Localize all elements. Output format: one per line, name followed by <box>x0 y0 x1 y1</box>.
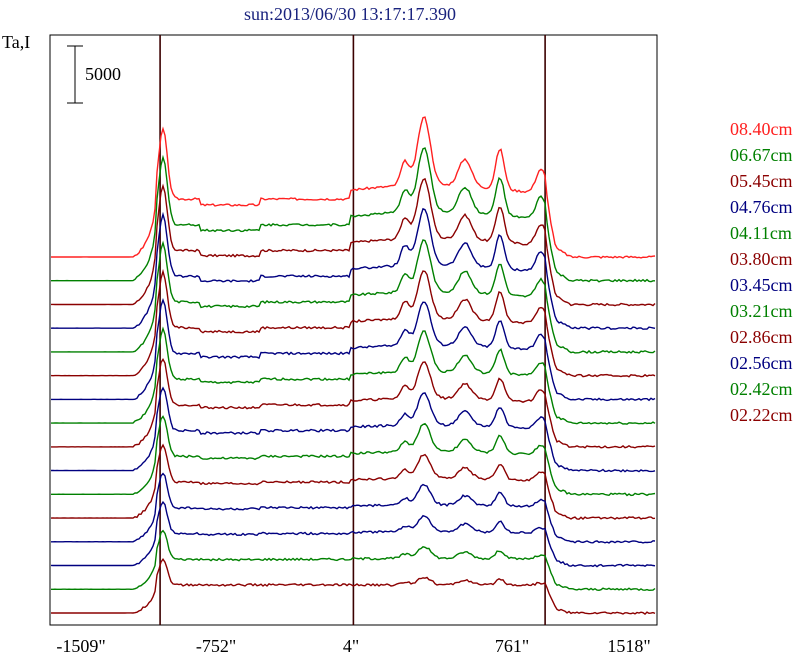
legend-entry-05.45cm: 05.45cm <box>730 171 793 191</box>
series-line-04.11cm <box>51 239 656 354</box>
series-line-08.40cm <box>51 116 656 259</box>
x-tick-label-0: -1509" <box>56 636 105 656</box>
legend-entry-03.80cm: 03.80cm <box>730 249 793 269</box>
legend-entry-02.42cm: 02.42cm <box>730 379 793 399</box>
legend-entry-06.67cm: 06.67cm <box>730 145 793 165</box>
legend-entry-04.76cm: 04.76cm <box>730 197 793 217</box>
series-line-03.45cm <box>51 298 656 402</box>
legend-entry-04.11cm: 04.11cm <box>730 223 792 243</box>
legend-entry-03.45cm: 03.45cm <box>730 275 793 295</box>
vertical-markers <box>159 35 546 625</box>
series-group <box>50 116 656 616</box>
series-line-02.42cm <box>51 415 656 497</box>
legend-entry-02.86cm: 02.86cm <box>730 327 793 347</box>
chart-title: sun:2013/06/30 13:17:17.390 <box>244 4 456 24</box>
scale-bar <box>67 45 83 104</box>
legend-entry-08.40cm: 08.40cm <box>730 119 793 139</box>
x-tick-label-1: -752" <box>196 636 236 656</box>
series-line-03.21cm <box>51 326 656 425</box>
series-line-03.80cm <box>50 268 656 378</box>
series-line-05.45cm <box>51 177 656 307</box>
legend-entry-03.21cm: 03.21cm <box>730 301 793 321</box>
x-axis: -1509" -752" 4" 761" 1518" <box>56 636 650 656</box>
series-line-02.22cm <box>50 443 656 520</box>
series-line-06.67cm <box>51 147 655 283</box>
series-line-unlabeled-4 <box>50 557 656 616</box>
y-axis-label: Ta,I <box>2 32 30 52</box>
legend-entry-02.56cm: 02.56cm <box>730 353 793 373</box>
x-tick-label-4: 1518" <box>607 636 650 656</box>
x-tick-label-2: 4" <box>343 636 359 656</box>
series-line-02.56cm <box>51 386 656 473</box>
series-line-unlabeled-3 <box>51 529 656 592</box>
scale-bar-label: 5000 <box>85 64 121 84</box>
x-tick-label-3: 761" <box>495 636 529 656</box>
series-line-04.76cm <box>50 207 656 331</box>
legend: 08.40cm 06.67cm 05.45cm 04.76cm 04.11cm 03.80… <box>730 119 793 425</box>
legend-entry-02.22cm: 02.22cm <box>730 405 793 425</box>
series-line-unlabeled-2 <box>50 500 656 568</box>
series-line-02.86cm <box>51 358 656 449</box>
series-line-unlabeled-1 <box>51 472 656 544</box>
